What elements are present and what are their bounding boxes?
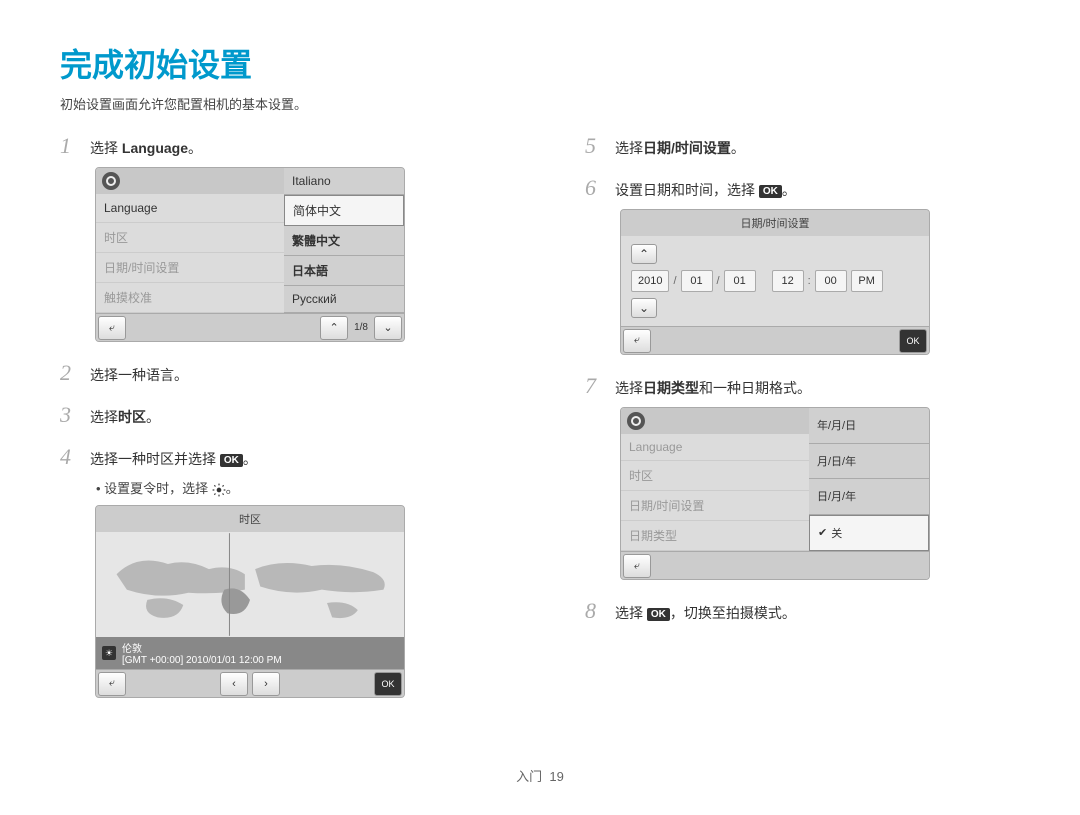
step-text: 选择日期类型和一种日期格式。	[615, 378, 811, 398]
step-number: 4	[60, 444, 80, 470]
step-text: 选择 Language。	[90, 138, 202, 158]
ok-button[interactable]: OK	[374, 672, 402, 696]
step-number: 5	[585, 133, 605, 159]
step-number: 7	[585, 373, 605, 399]
step-text: 设置日期和时间，选择 OK。	[615, 180, 796, 200]
date-format-option[interactable]: ✔关	[809, 515, 929, 552]
up-button[interactable]: ⌃	[631, 244, 657, 264]
pager-label: 1/8	[350, 322, 372, 333]
list-item[interactable]: 时区	[96, 223, 284, 253]
back-button[interactable]: ⤶	[623, 554, 651, 578]
step-text: 选择一种语言。	[90, 365, 188, 385]
down-button[interactable]: ⌄	[374, 316, 402, 340]
step-number: 2	[60, 360, 80, 386]
lang-option[interactable]: Italiano	[284, 168, 404, 195]
list-item[interactable]: 触摸校准	[96, 283, 284, 313]
minute-field[interactable]: 00	[815, 270, 847, 292]
lang-option[interactable]: 繁體中文	[284, 226, 404, 256]
page-footer: 入门 19	[0, 766, 1080, 785]
prev-button[interactable]: ‹	[220, 672, 248, 696]
step-text: 选择日期/时间设置。	[615, 138, 745, 158]
down-button[interactable]: ⌄	[631, 298, 657, 318]
step-number: 1	[60, 133, 80, 159]
tz-info: ☀ 伦敦 [GMT +00:00] 2010/01/01 12:00 PM	[96, 637, 404, 669]
next-button[interactable]: ›	[252, 672, 280, 696]
ampm-field[interactable]: PM	[851, 270, 883, 292]
right-column: 5 选择日期/时间设置。 6 设置日期和时间，选择 OK。 日期/时间设置 ⌃	[585, 133, 1020, 716]
ok-button[interactable]: OK	[899, 329, 927, 353]
world-map[interactable]	[96, 532, 404, 637]
hour-field[interactable]: 12	[772, 270, 804, 292]
gear-icon	[102, 172, 120, 190]
gear-icon	[627, 412, 645, 430]
back-button[interactable]: ⤶	[623, 329, 651, 353]
page-title: 完成初始设置	[60, 40, 1020, 86]
step-text: 选择 OK，切换至拍摄模式。	[615, 603, 796, 623]
list-item[interactable]: 时区	[621, 461, 809, 491]
ok-icon: OK	[759, 185, 782, 198]
timezone-screen: 时区 ☀ 伦敦 [GMT +0	[95, 505, 405, 698]
back-button[interactable]: ⤶	[98, 672, 126, 696]
datetype-screen: Language 时区 日期/时间设置 日期类型 年/月/日 月/日/年 日/月…	[620, 407, 930, 580]
step-text: 选择时区。	[90, 407, 160, 427]
day-field[interactable]: 01	[724, 270, 756, 292]
step-number: 6	[585, 175, 605, 201]
ok-icon: OK	[647, 608, 670, 621]
year-field[interactable]: 2010	[631, 270, 669, 292]
date-format-option[interactable]: 年/月/日	[809, 408, 929, 444]
up-button[interactable]: ⌃	[320, 316, 348, 340]
lang-option[interactable]: 简体中文	[284, 195, 404, 226]
list-item[interactable]: Language	[621, 434, 809, 461]
sub-bullet: • 设置夏令时，选择 。	[96, 478, 495, 497]
dst-icon[interactable]: ☀	[102, 646, 116, 660]
step-number: 3	[60, 402, 80, 428]
list-item[interactable]: 日期/时间设置	[621, 491, 809, 521]
datetime-screen: 日期/时间设置 ⌃ 2010 / 01 / 01 12 : 00 PM	[620, 209, 930, 355]
dt-title: 日期/时间设置	[621, 210, 929, 236]
step-text: 选择一种时区并选择 OK。	[90, 449, 257, 469]
map-svg	[96, 532, 404, 637]
date-format-option[interactable]: 月/日/年	[809, 444, 929, 480]
date-format-option[interactable]: 日/月/年	[809, 479, 929, 515]
lang-option[interactable]: Русский	[284, 286, 404, 313]
page-subtitle: 初始设置画面允许您配置相机的基本设置。	[60, 94, 1020, 113]
sun-icon	[212, 483, 226, 497]
left-column: 1 选择 Language。 Language 时区 日期/时间设置 触摸校准	[60, 133, 495, 716]
tz-title: 时区	[96, 506, 404, 532]
ok-icon: OK	[220, 454, 243, 467]
list-item[interactable]: Language	[96, 194, 284, 223]
month-field[interactable]: 01	[681, 270, 713, 292]
list-item[interactable]: 日期/时间设置	[96, 253, 284, 283]
lang-option[interactable]: 日本語	[284, 256, 404, 286]
back-button[interactable]: ⤶	[98, 316, 126, 340]
step-number: 8	[585, 598, 605, 624]
language-screen: Language 时区 日期/时间设置 触摸校准 Italiano 简体中文 繁…	[95, 167, 405, 342]
check-icon: ✔	[818, 526, 827, 539]
list-item[interactable]: 日期类型	[621, 521, 809, 551]
